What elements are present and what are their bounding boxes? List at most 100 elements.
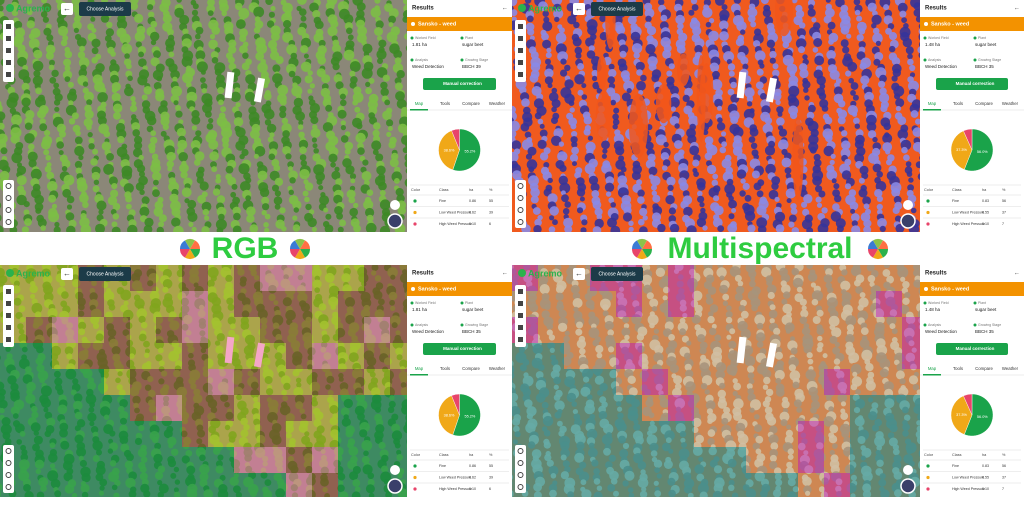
tab[interactable]: Weather: [489, 101, 506, 106]
crop-plant: [560, 70, 567, 77]
crop-plant: [144, 225, 153, 234]
tab[interactable]: Map: [928, 101, 937, 106]
tab[interactable]: Compare: [462, 366, 480, 371]
crop-plant: [767, 40, 775, 48]
meta-icon: [411, 324, 414, 327]
user-avatar[interactable]: [388, 214, 402, 228]
class-value: 0.86: [469, 464, 476, 468]
pie-label: 38.6%: [444, 148, 455, 152]
crop-plant: [273, 165, 280, 172]
crop-plant: [549, 215, 554, 220]
layer-button[interactable]: [390, 200, 400, 210]
tool-icon[interactable]: [6, 337, 11, 342]
crop-plant: [717, 106, 722, 111]
crop-plant: [389, 22, 394, 27]
tab[interactable]: Compare: [462, 101, 480, 106]
tool-icon[interactable]: [518, 48, 523, 53]
tool-icon[interactable]: [6, 301, 11, 306]
tool-icon[interactable]: [518, 24, 523, 29]
crop-plant: [92, 149, 98, 155]
crop-plant: [830, 160, 835, 165]
tool-icon[interactable]: [6, 48, 11, 53]
class-color: [926, 211, 929, 214]
crop-plant: [846, 34, 851, 39]
classification-cell: [260, 265, 286, 291]
crop-plant: [97, 201, 107, 211]
crop-plant: [88, 132, 93, 137]
crop-plant: [254, 154, 259, 159]
class-value: 39: [489, 475, 493, 479]
crop-plant: [35, 208, 41, 214]
class-name: Fine: [439, 199, 446, 203]
classification-cell: [338, 265, 364, 291]
tool-icon[interactable]: [6, 36, 11, 41]
crop-plant: [226, 166, 234, 174]
table-header: Class: [439, 453, 449, 457]
crop-plant: [697, 191, 703, 197]
tool-icon[interactable]: [6, 289, 11, 294]
crop-plant: [112, 93, 121, 102]
tab[interactable]: Weather: [1002, 101, 1019, 106]
classification-cell: [182, 395, 208, 421]
crop-plant: [552, 219, 558, 225]
crop-plant: [896, 106, 901, 111]
crop-plant: [383, 75, 390, 82]
user-avatar[interactable]: [901, 214, 915, 228]
tab[interactable]: Weather: [489, 366, 506, 371]
tab[interactable]: Compare: [975, 101, 993, 106]
tool-icon[interactable]: [6, 325, 11, 330]
crop-plant: [182, 56, 193, 67]
crop-plant: [24, 201, 30, 207]
crop-plant: [65, 76, 71, 82]
classification-cell: [104, 473, 130, 499]
crop-plant: [535, 112, 542, 119]
tab[interactable]: Tools: [440, 366, 450, 371]
tool-icon[interactable]: [518, 60, 523, 65]
crop-plant: [697, 196, 704, 203]
class-value: 6: [489, 487, 491, 491]
weed-patch: [629, 94, 648, 158]
tool-icon[interactable]: [6, 72, 11, 77]
tool-icon[interactable]: [6, 313, 11, 318]
crop-plant: [24, 133, 34, 143]
crop-plant: [374, 27, 383, 36]
crop-plant: [390, 158, 399, 167]
layer-button[interactable]: [390, 465, 400, 475]
classification-cell: [208, 447, 234, 473]
crop-plant: [889, 46, 895, 52]
tab[interactable]: Tools: [953, 101, 963, 106]
crop-plant: [264, 93, 272, 101]
crop-plant: [556, 33, 567, 44]
tool-icon[interactable]: [518, 36, 523, 41]
tool-icon[interactable]: [6, 60, 11, 65]
class-value: 6: [489, 222, 491, 226]
crop-plant: [731, 208, 736, 213]
crop-plant: [27, 20, 35, 28]
tab[interactable]: Map: [415, 366, 424, 371]
crop-plant: [683, 207, 693, 217]
layer-button[interactable]: [903, 200, 913, 210]
crop-plant: [651, 75, 659, 83]
tab[interactable]: Map: [415, 101, 424, 106]
crop-plant: [139, 190, 144, 195]
crop-plant: [312, 227, 317, 232]
meta-icon: [461, 324, 464, 327]
classification-cell: [52, 473, 78, 499]
crop-plant: [308, 70, 313, 75]
crop-plant: [24, 218, 32, 226]
user-avatar[interactable]: [388, 479, 402, 493]
tool-icon[interactable]: [518, 72, 523, 77]
crop-plant: [388, 141, 395, 148]
crop-plant: [573, 38, 582, 47]
crop-plant: [707, 165, 716, 174]
tab[interactable]: Tools: [440, 101, 450, 106]
crop-plant: [570, 107, 575, 112]
crop-plant: [346, 28, 353, 35]
crop-plant: [74, 28, 79, 33]
crop-plant: [90, 17, 95, 22]
tool-icon[interactable]: [6, 24, 11, 29]
crop-plant: [859, 178, 865, 184]
crop-plant: [103, 164, 114, 175]
classification-cell: [104, 317, 130, 343]
classification-cell: [312, 421, 338, 447]
